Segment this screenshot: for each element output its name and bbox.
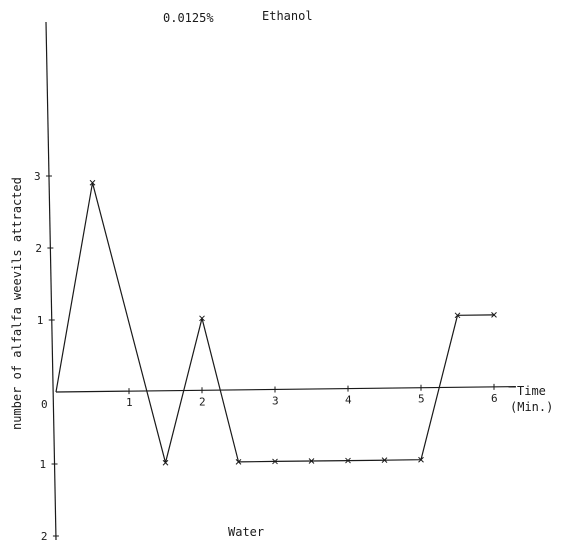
data-point <box>308 458 315 464</box>
y-axis-title: number of alfalfa weevils attracted <box>10 177 24 430</box>
y-tick-label: 2 <box>35 242 42 255</box>
data-point <box>345 457 351 464</box>
point-mark <box>89 179 96 186</box>
data-point <box>235 459 242 465</box>
data-point <box>89 179 96 186</box>
x-tick-label: 5 <box>418 393 425 406</box>
point-mark <box>199 315 205 322</box>
x-axis-title: Time <box>517 384 546 398</box>
x-tick-label: 1 <box>126 396 133 409</box>
point-mark <box>272 458 278 465</box>
point-mark <box>308 458 315 464</box>
data-point <box>381 457 388 464</box>
axis-ticks: 1 2 3 4 5 6 1 2 3 1 2 0 <box>34 170 498 543</box>
point-mark <box>418 456 424 463</box>
data-point <box>199 315 205 322</box>
point-mark <box>381 457 388 464</box>
x-tick-label: 2 <box>199 395 206 408</box>
x-axis <box>55 386 516 393</box>
origin-label: 0 <box>41 398 48 411</box>
data-point <box>162 459 169 466</box>
point-mark <box>345 457 351 464</box>
point-mark <box>235 459 242 465</box>
y-tick-label: 2 <box>41 530 48 543</box>
y-tick-label: 1 <box>40 458 47 471</box>
data-point <box>272 458 278 465</box>
point-mark <box>454 312 461 319</box>
series-line <box>55 179 497 466</box>
x-tick-label: 6 <box>491 392 498 405</box>
bottom-label-water: Water <box>228 525 264 539</box>
y-tick-label: 1 <box>37 314 44 327</box>
y-axis <box>45 21 57 541</box>
chart-title-concentration: 0.0125% <box>163 11 214 25</box>
series-path <box>55 182 495 464</box>
x-tick-label: 3 <box>272 394 279 407</box>
y-tick-label: 3 <box>34 170 41 183</box>
chart-title-substance: Ethanol <box>262 9 313 23</box>
data-point <box>454 312 461 319</box>
point-mark <box>162 459 169 466</box>
point-mark <box>491 312 497 318</box>
data-point <box>491 312 497 318</box>
data-point <box>418 456 424 463</box>
x-axis-unit: (Min.) <box>510 400 553 414</box>
x-tick-label: 4 <box>345 394 352 407</box>
